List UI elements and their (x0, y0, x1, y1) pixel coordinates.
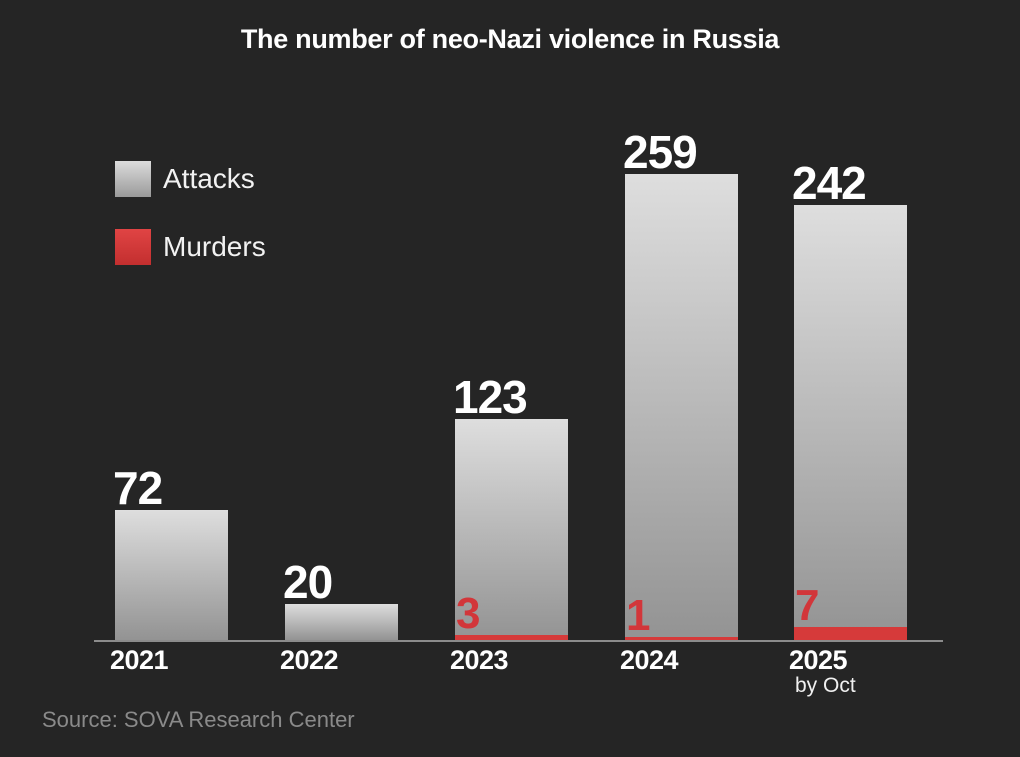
bar-attacks-2021 (115, 510, 228, 640)
x-tick-2025: 2025 (789, 645, 848, 675)
bar-value-murders-2025: 7 (795, 581, 820, 630)
bar-value-murders-2023: 3 (456, 589, 481, 638)
source-note: Source: SOVA Research Center (42, 707, 355, 732)
bar-murders-2023 (455, 635, 568, 640)
x-tick-2022: 2022 (280, 645, 339, 675)
bar-value-attacks-2022: 20 (283, 556, 333, 608)
legend-swatch-murders (115, 229, 151, 265)
x-tick-note-2025: by Oct (795, 674, 856, 697)
bar-attacks-2023 (455, 419, 568, 640)
x-tick-2024: 2024 (620, 645, 679, 675)
legend-swatch-attacks (115, 161, 151, 197)
bar-value-attacks-2023: 123 (453, 371, 528, 423)
bar-value-murders-2024: 1 (626, 591, 651, 640)
x-tick-2023: 2023 (450, 645, 509, 675)
bar-attacks-2025 (794, 205, 907, 640)
bar-value-attacks-2021: 72 (113, 462, 163, 514)
legend-item-attacks: Attacks (115, 161, 255, 197)
bar-murders-2024 (625, 637, 738, 640)
bar-murders-2025 (794, 627, 907, 640)
legend-label-murders: Murders (163, 231, 266, 262)
bar-value-attacks-2025: 242 (792, 157, 867, 209)
x-axis-baseline (94, 640, 943, 642)
x-tick-2021: 2021 (110, 645, 169, 675)
legend-item-murders: Murders (115, 229, 266, 265)
bar-attacks-2024 (625, 174, 738, 640)
legend-label-attacks: Attacks (163, 163, 255, 194)
bar-value-attacks-2024: 259 (623, 126, 698, 178)
bar-attacks-2022 (285, 604, 398, 640)
chart-title: The number of neo-Nazi violence in Russi… (240, 24, 780, 54)
